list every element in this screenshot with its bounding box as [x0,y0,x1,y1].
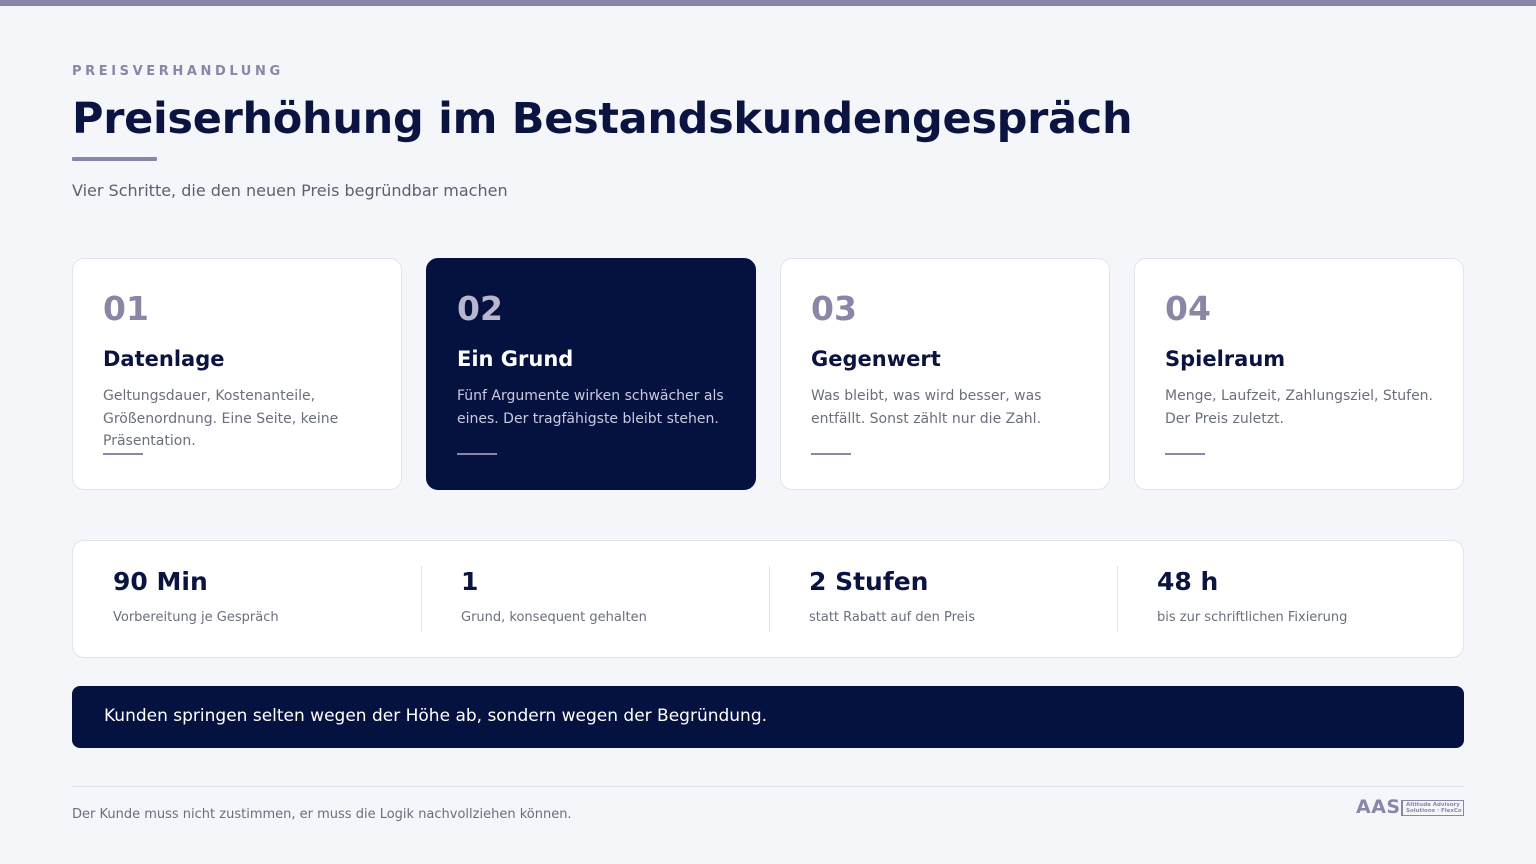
step-description: Menge, Laufzeit, Zahlungsziel, Stufen. D… [1165,388,1434,427]
step-title: Datenlage [103,347,225,371]
page-title: Preiserhöhung im Bestandskundengespräch [72,94,1133,144]
stat-item: 2 Stufen statt Rabatt auf den Preis [769,541,1117,657]
logo-subtext: Altitude Advisory Solutions · FlexCo [1406,802,1462,814]
step-number: 03 [811,289,857,328]
stat-divider [1117,566,1118,632]
step-rule [457,453,497,455]
step-card-1: 01 Datenlage Geltungsdauer, Kostenanteil… [72,258,402,490]
step-description: Was bleibt, was wird besser, was entfäll… [811,388,1042,427]
step-title: Spielraum [1165,347,1286,371]
logo-line-1: Altitude Advisory [1406,802,1460,808]
step-rule [103,453,143,455]
stat-divider [769,566,770,632]
step-card-4: 04 Spielraum Menge, Laufzeit, Zahlungszi… [1134,258,1464,490]
stat-value: 1 [461,567,479,596]
footer-divider [72,786,1464,787]
stat-item: 48 h bis zur schriftlichen Fixierung [1117,541,1465,657]
step-rule [1165,453,1205,455]
stat-label: Grund, konsequent gehalten [461,610,647,625]
stats-panel: 90 Min Vorbereitung je Gespräch 1 Grund,… [72,540,1464,658]
key-message-banner: Kunden springen selten wegen der Höhe ab… [72,686,1464,748]
eyebrow-label: PREISVERHANDLUNG [72,64,284,79]
stat-value: 2 Stufen [809,567,929,596]
title-underline [72,157,157,161]
logo-frame: Altitude Advisory Solutions · FlexCo [1401,800,1464,816]
step-card-2: 02 Ein Grund Fünf Argumente wirken schwä… [426,258,756,490]
step-rule [811,453,851,455]
step-title: Ein Grund [457,347,574,371]
logo-mark: AAS [1356,796,1401,818]
step-number: 04 [1165,289,1211,328]
step-number: 01 [103,289,149,328]
logo-line-2: Solutions · FlexCo [1406,808,1462,814]
step-title: Gegenwert [811,347,941,371]
stat-divider [421,566,422,632]
step-number: 02 [457,289,503,328]
stat-label: Vorbereitung je Gespräch [113,610,279,625]
top-accent-bar [0,0,1536,6]
stat-label: bis zur schriftlichen Fixierung [1157,610,1348,625]
stat-label: statt Rabatt auf den Preis [809,610,976,625]
banner-text: Kunden springen selten wegen der Höhe ab… [104,706,768,726]
stat-value: 48 h [1157,567,1219,596]
stat-value: 90 Min [113,567,208,596]
step-description: Geltungsdauer, Kostenanteile, Größenordn… [103,388,339,449]
footer-note: Der Kunde muss nicht zustimmen, er muss … [72,807,572,822]
step-description: Fünf Argumente wirken schwächer als eine… [457,388,724,427]
step-card-3: 03 Gegenwert Was bleibt, was wird besser… [780,258,1110,490]
stat-item: 90 Min Vorbereitung je Gespräch [73,541,421,657]
page-subtitle: Vier Schritte, die den neuen Preis begrü… [72,181,508,200]
stat-item: 1 Grund, konsequent gehalten [421,541,769,657]
company-logo: AAS Altitude Advisory Solutions · FlexCo [1356,796,1464,820]
